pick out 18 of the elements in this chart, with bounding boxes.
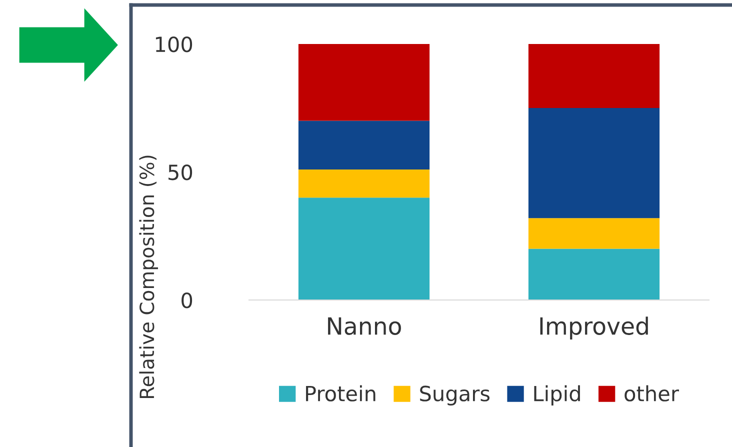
legend-label: Sugars: [420, 386, 490, 406]
y-axis-title: Relative Composition (%): [139, 156, 158, 398]
x-tick-label: Nanno: [328, 317, 401, 335]
bar: [298, 169, 430, 198]
bar: [298, 44, 430, 121]
bar: [528, 248, 660, 300]
bar: [528, 108, 660, 218]
x-tick-label: Improved: [540, 316, 648, 340]
bar: [528, 218, 660, 249]
y-tick-label: 0: [182, 292, 192, 308]
y-tick-label: 50: [168, 164, 192, 180]
y-tick-label: 100: [156, 36, 192, 52]
legend-label: other: [624, 385, 679, 402]
bar: [298, 120, 430, 170]
bar: [298, 198, 430, 300]
bar: [528, 44, 660, 108]
legend-label: Lipid: [534, 385, 580, 406]
legend-label: Protein: [306, 385, 376, 402]
